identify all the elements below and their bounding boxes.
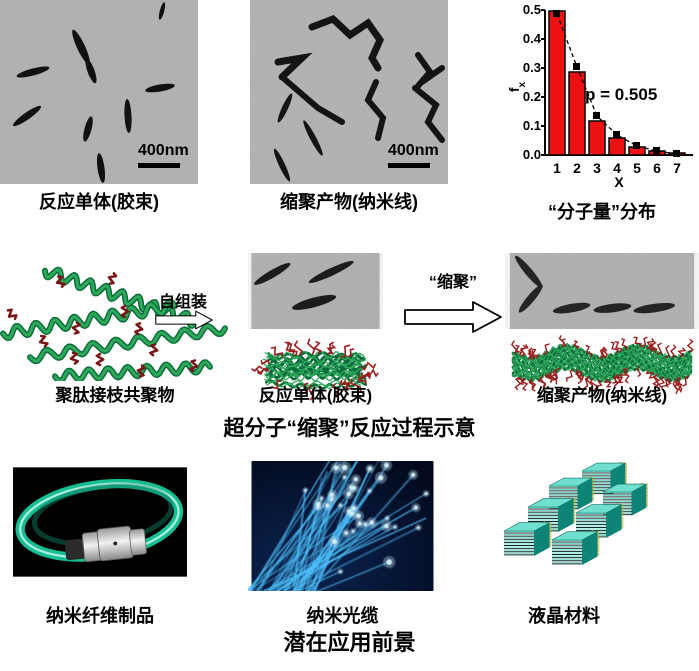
- svg-text:0.4: 0.4: [523, 31, 542, 46]
- svg-text:0.5: 0.5: [523, 5, 541, 17]
- svg-text:1: 1: [553, 160, 561, 176]
- svg-text:2: 2: [573, 160, 581, 176]
- svg-text:6: 6: [653, 160, 661, 176]
- svg-text:3: 3: [593, 160, 601, 176]
- svg-text:5: 5: [633, 160, 641, 176]
- svg-text:7: 7: [673, 160, 681, 176]
- svg-text:0.0: 0.0: [523, 147, 541, 162]
- svg-text:0.1: 0.1: [523, 118, 541, 133]
- svg-text:p = 0.505: p = 0.505: [585, 85, 657, 104]
- svg-text:400nm: 400nm: [138, 142, 189, 159]
- svg-text:X: X: [614, 174, 624, 190]
- svg-text:400nm: 400nm: [388, 142, 439, 159]
- svg-text:0.2: 0.2: [523, 89, 541, 104]
- svg-text:0.3: 0.3: [523, 60, 541, 75]
